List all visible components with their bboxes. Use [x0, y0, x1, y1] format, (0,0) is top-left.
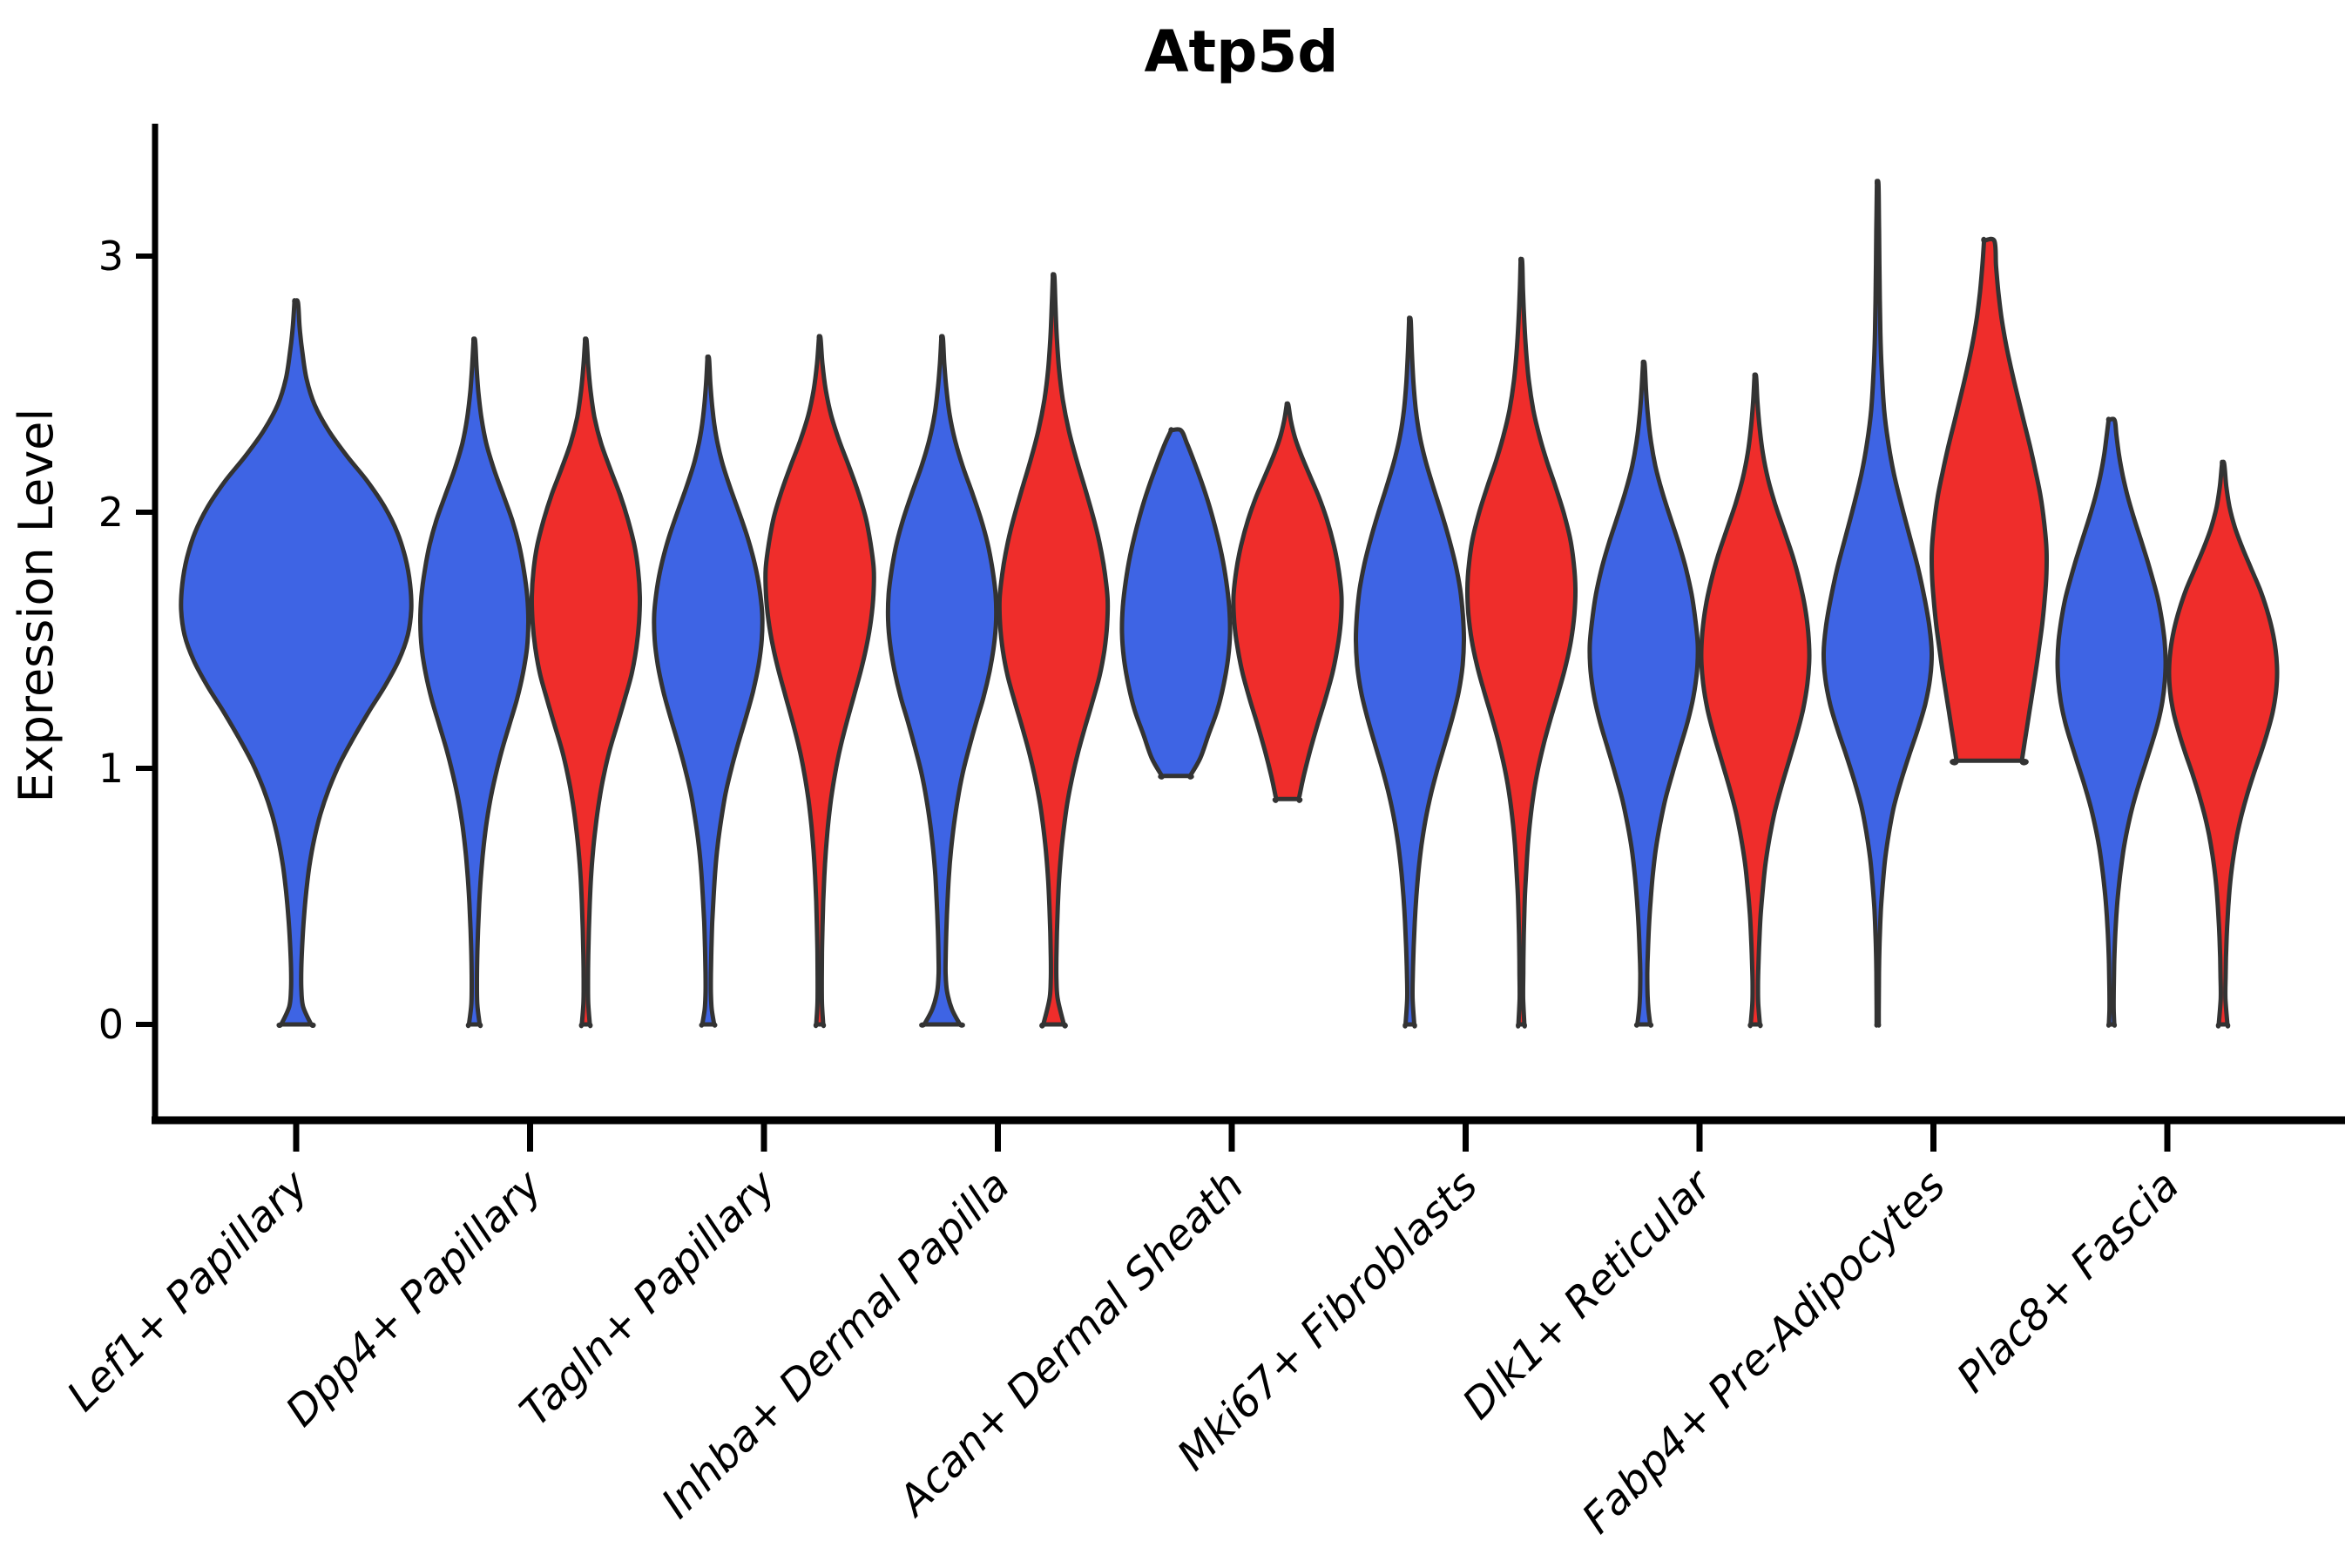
violin-tagln-papillary-red [763, 334, 876, 1029]
violin-fabp4-pre-adipocytes-red [1930, 236, 2049, 766]
violin-acan-dermal-sheath-red [1231, 401, 1344, 803]
violin-dpp4-papillary-blue [417, 336, 531, 1029]
y-tick-label-1: 1 [98, 745, 124, 792]
violin-dpp4-papillary-red [529, 336, 643, 1029]
violin-dlk1-reticular-blue [1587, 359, 1700, 1028]
violin-tagln-papillary-blue [652, 354, 765, 1028]
y-tick-label-2: 2 [98, 489, 124, 536]
violins-layer [179, 179, 2280, 1029]
y-tick-label-3: 3 [98, 233, 124, 280]
x-tick-label-0: Lef1+ Papillary [57, 1160, 318, 1421]
violin-acan-dermal-sheath-blue [1119, 427, 1233, 780]
violin-lef1-papillary-blue [179, 298, 414, 1028]
y-axis-label: Expression Level [9, 409, 64, 803]
violin-plac8-fascia-blue [2055, 416, 2168, 1028]
violin-inhba-dermal-papilla-blue [885, 334, 999, 1028]
x-tick-label-1: Dpp4+ Papillary [276, 1160, 551, 1436]
violin-fabp4-pre-adipocytes-blue [1821, 179, 1935, 1028]
y-tick-label-0: 0 [98, 1001, 124, 1048]
chart-title: Atp5d [1144, 18, 1338, 85]
violin-inhba-dermal-papilla-red [997, 272, 1111, 1029]
violin-mki67-fibroblasts-red [1464, 256, 1578, 1029]
x-tick-label-8: Plac8+ Fascia [1948, 1161, 2189, 1402]
x-tick-label-6: Dlk1+ Reticular [1453, 1159, 1723, 1429]
violin-dlk1-reticular-red [1699, 372, 1812, 1029]
axes-layer [152, 124, 2345, 1125]
y-ticks-layer: 0 1 2 3 [98, 233, 155, 1048]
violin-mki67-fibroblasts-blue [1353, 315, 1467, 1029]
violin-plac8-fascia-red [2166, 459, 2280, 1029]
x-tick-label-2: Tagln+ Papillary [510, 1160, 786, 1436]
